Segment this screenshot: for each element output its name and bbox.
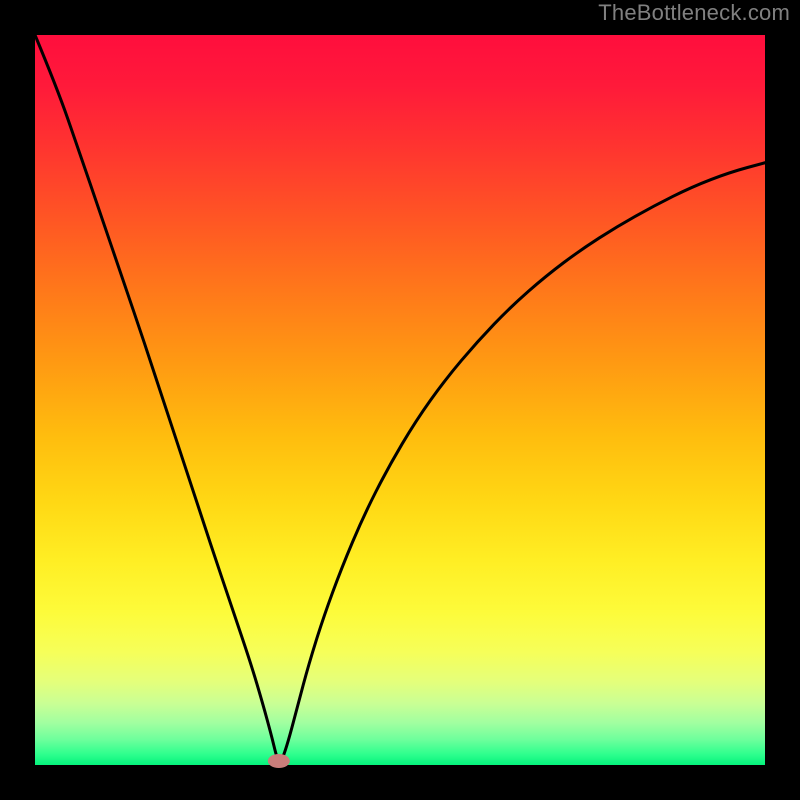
watermark-text: TheBottleneck.com bbox=[598, 0, 790, 26]
gradient-background bbox=[35, 35, 765, 765]
chart-svg bbox=[0, 0, 800, 800]
chart-container: TheBottleneck.com bbox=[0, 0, 800, 800]
minimum-marker bbox=[268, 754, 290, 768]
